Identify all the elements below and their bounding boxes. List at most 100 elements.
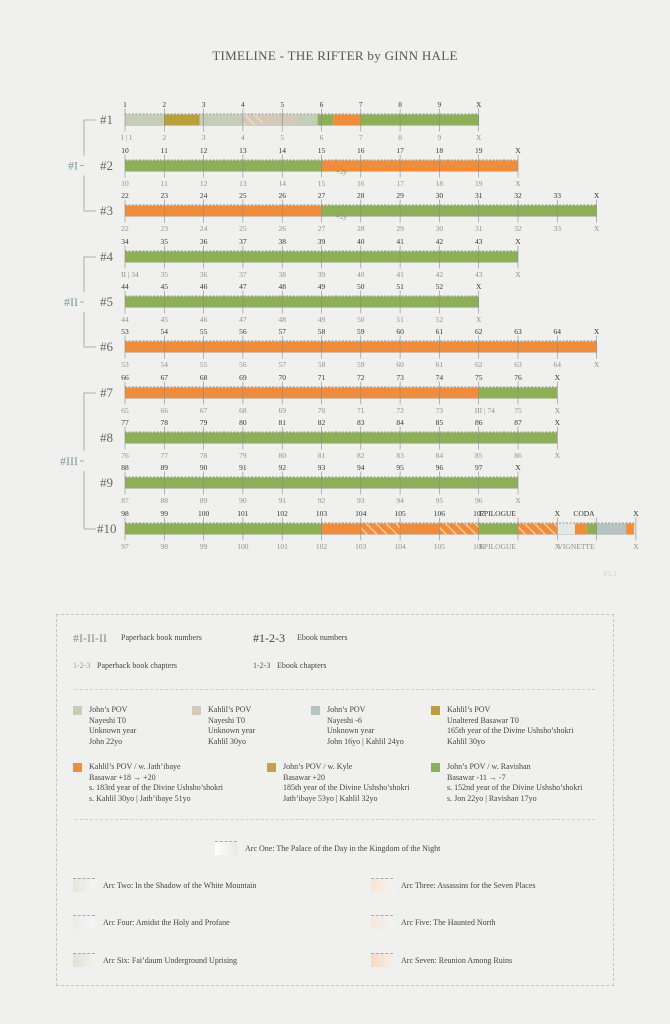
chapter-tick-label: 14: [278, 146, 286, 155]
paperback-chapter-label: 42: [436, 270, 444, 279]
chapter-tick-label: X: [594, 327, 600, 336]
bar-segment-hatch: [360, 523, 401, 535]
chapter-tick-label: 43: [475, 237, 483, 246]
chapter-tick-label: 60: [396, 327, 404, 336]
chapter-tick-label: 13: [239, 146, 247, 155]
chapter-tick-label: 61: [436, 327, 444, 336]
paperback-chapter-label: X: [515, 496, 521, 505]
book-row: #5 44 45 46 47 48 49 50 51 52 X 44 45 46 47 48 49 50 51 52 X: [100, 282, 482, 324]
chapter-tick-label: 75: [475, 373, 483, 382]
chapter-tick-label: X: [594, 191, 600, 200]
bar-segment: [321, 160, 518, 172]
chapter-tick-label: 95: [396, 463, 404, 472]
paperback-chapter-label: 66: [161, 406, 169, 415]
paperback-chapter-label: 76: [121, 451, 129, 460]
paperback-chapter-label: 29: [396, 224, 404, 233]
paperback-chapter-label: 78: [200, 451, 208, 460]
pov-legend-line: 165th year of the Divine Ushsho’shokri: [447, 726, 574, 735]
paperback-chapter-label: 32: [514, 224, 522, 233]
arc-swatch: [73, 878, 95, 892]
paperback-book-label: #I: [68, 159, 78, 173]
ebook-number-label: #5: [100, 294, 113, 309]
paperback-chapter-label: 100: [237, 542, 249, 551]
paperback-chapter-label: EPILOGUE: [479, 542, 516, 551]
chapter-tick-label: 63: [514, 327, 522, 336]
chapter-tick-label: 50: [357, 282, 365, 291]
chapter-tick-label: 93: [318, 463, 326, 472]
book-row: #8 77 78 79 80 81 82 83 84 85 86 87 X 76 77 78 79 80 81 82 8…: [100, 418, 561, 460]
legend-paperback-number-label: Paperback book numbers: [121, 633, 202, 642]
bar-segment: [199, 114, 243, 126]
pov-legend-line: Kahlil’s POV / w. Jath’ibaye: [89, 762, 181, 771]
bar-segment: [125, 160, 322, 172]
chapter-tick-label: 104: [355, 509, 367, 518]
chapter-tick-label: 69: [239, 373, 247, 382]
chapter-tick-label: 106: [434, 509, 446, 518]
chapter-tick-label: 46: [200, 282, 208, 291]
bar-segment: [596, 523, 627, 535]
paperback-chapter-label: 18: [436, 179, 444, 188]
paperback-chapter-label: 94: [396, 496, 404, 505]
paperback-chapter-label: 86: [514, 451, 522, 460]
chapter-tick-label: 2: [162, 100, 166, 109]
bar-segment: [586, 523, 597, 535]
paperback-chapter-label: 30: [436, 224, 444, 233]
pov-legend-line: s. Jon 22yo | Ravishan 17yo: [447, 793, 537, 803]
ebook-number-label: #3: [100, 203, 113, 218]
pov-legend-line: Kahlil’s POV: [447, 705, 491, 714]
chart-title: TIMELINE - THE RIFTER by GINN HALE: [212, 48, 458, 63]
arc-swatch: [371, 915, 393, 929]
paperback-chapter-label: 103: [355, 542, 367, 551]
ebook-number-label: #1: [100, 112, 113, 127]
pov-legend-line: Kahlil 30yo: [208, 736, 246, 746]
chapter-tick-label: 34: [121, 237, 129, 246]
book-row: #4 34 35 36 37 38 39 40 41 42 43 X II | 34 35 36 37 38 39…: [100, 237, 521, 279]
chapter-tick-label: 54: [161, 327, 169, 336]
time-gap-note: +2y: [335, 168, 347, 176]
chapter-tick-label: 55: [200, 327, 208, 336]
paperback-chapter-label: VIGNETTE: [558, 542, 595, 551]
paperback-chapter-label: 77: [161, 451, 169, 460]
pov-legend-line: Nayeshi T0: [208, 715, 245, 725]
pov-legend-line: Kahlil 30yo: [447, 736, 485, 746]
pov-legend-line: Basawar +20: [283, 772, 326, 782]
pov-legend-line: Nayeshi T0: [89, 715, 126, 725]
arc-label: Arc Two: In the Shadow of the White Moun…: [103, 881, 257, 890]
timeline-chart: #I#II#III #11 2 3 4 5 6 7 8 9 XI | 1 2 3 4 5 6 7 8 9 X#210…: [60, 100, 639, 551]
chapter-tick-label: 70: [278, 373, 286, 382]
chapter-tick-label: 30: [436, 191, 444, 200]
paperback-chapter-label: 56: [239, 360, 247, 369]
paperback-chapter-label: 72: [396, 406, 404, 415]
paperback-chapter-label: 46: [200, 315, 208, 324]
chapter-tick-label: 58: [318, 327, 326, 336]
chapter-tick-label: 103: [316, 509, 328, 518]
paperback-chapter-label: 14: [278, 179, 286, 188]
bar-segment-hatch: [242, 114, 263, 126]
chapter-tick-label: 82: [318, 418, 326, 427]
paperback-chapter-label: 83: [396, 451, 404, 460]
paperback-chapter-label: 4: [241, 133, 245, 142]
chapter-tick-label: X: [633, 509, 639, 518]
paperback-chapter-label: X: [476, 133, 482, 142]
chapter-tick-label: 92: [278, 463, 286, 472]
paperback-chapter-label: 38: [278, 270, 286, 279]
book-row: #6 53 54 55 56 57 58 59 60 61 62 63 64 X 53 54 55 56 57 58 5…: [100, 327, 600, 369]
paperback-chapter-label: 28: [357, 224, 365, 233]
bar-segment: [125, 296, 479, 308]
paperback-chapter-label: 58: [318, 360, 326, 369]
chapter-tick-label: 84: [396, 418, 404, 427]
paperback-chapter-label: X: [476, 315, 482, 324]
paperback-chapter-label: 31: [475, 224, 483, 233]
legend-ebook-number-sample: #1-2-3: [253, 631, 285, 645]
paperback-chapter-label: 24: [200, 224, 208, 233]
paperback-book-label: #II: [64, 295, 78, 309]
chapter-tick-label: 53: [121, 327, 129, 336]
chapter-tick-label: X: [555, 373, 561, 382]
chapter-tick-label: 15: [318, 146, 326, 155]
chapter-tick-label: 88: [121, 463, 129, 472]
arc-swatch: [73, 915, 95, 929]
chapter-tick-label: 66: [121, 373, 129, 382]
paperback-chapter-label: 85: [475, 451, 483, 460]
paperback-chapter-label: 70: [318, 406, 326, 415]
pov-legend-line: John 16yo | Kahlil 24yo: [327, 736, 404, 746]
